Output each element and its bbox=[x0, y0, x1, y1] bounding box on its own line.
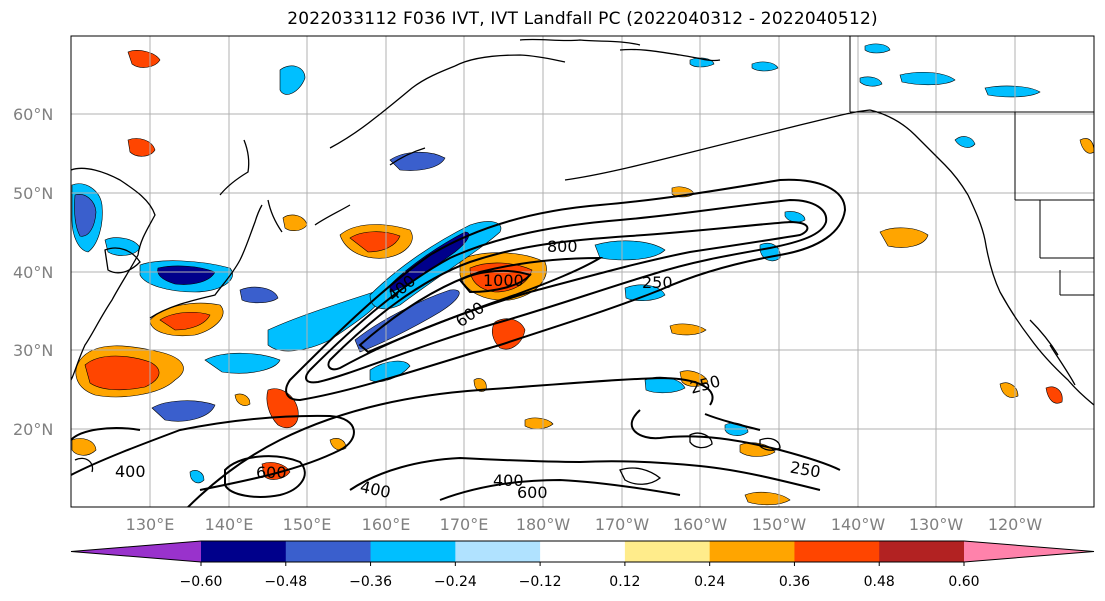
lat-label: 50°N bbox=[13, 184, 53, 203]
contour-label: 600 bbox=[256, 463, 287, 482]
lat-label: 30°N bbox=[13, 341, 53, 360]
colorbar-tick-label: −0.24 bbox=[434, 574, 477, 590]
pc-positive-shading bbox=[71, 50, 1094, 506]
colorbar-segment bbox=[455, 541, 541, 562]
lon-label: 170°E bbox=[440, 515, 489, 530]
lon-label: 160°E bbox=[362, 515, 411, 530]
colorbar-segment bbox=[879, 541, 965, 562]
contour-label: 400 bbox=[493, 471, 524, 490]
lon-label: 140°W bbox=[831, 515, 886, 530]
contour-label: 800 bbox=[547, 237, 578, 256]
colorbar-tick-label: −0.12 bbox=[519, 574, 562, 590]
colorbar-ticks: −0.60 −0.48 −0.36 −0.24 −0.12 0.12 0.24 0.36 0.4… bbox=[180, 562, 980, 590]
colorbar-outline bbox=[70, 540, 1095, 563]
map-panel: 800 1000 600 400 250 250 250 400 600 400… bbox=[13, 35, 1095, 530]
contour-label: 600 bbox=[517, 483, 548, 502]
contour-label: 250 bbox=[642, 273, 673, 292]
colorbar-tick-label: 0.12 bbox=[609, 574, 640, 590]
colorbar-tick-label: −0.48 bbox=[264, 574, 307, 590]
lat-label: 60°N bbox=[13, 105, 53, 124]
lon-label: 160°W bbox=[673, 515, 728, 530]
lon-label: 130°W bbox=[909, 515, 964, 530]
colorbar-tick-label: 0.60 bbox=[948, 574, 979, 590]
lat-label: 40°N bbox=[13, 263, 53, 282]
lon-label: 180°W bbox=[516, 515, 571, 530]
contour-label: 400 bbox=[115, 462, 146, 481]
graticule bbox=[71, 36, 1094, 507]
latitude-labels: 60°N 50°N 40°N 30°N 20°N bbox=[13, 105, 53, 439]
colorbar-tick-label: 0.24 bbox=[694, 574, 725, 590]
colorbar-tick-label: −0.60 bbox=[180, 574, 223, 590]
lon-label: 140°E bbox=[205, 515, 254, 530]
ivt-contours bbox=[71, 178, 847, 507]
lat-label: 20°N bbox=[13, 420, 53, 439]
contour-label: 1000 bbox=[483, 271, 524, 290]
colorbar-segment bbox=[709, 541, 795, 562]
colorbar-tick-label: 0.48 bbox=[864, 574, 895, 590]
map-frame bbox=[70, 35, 1095, 508]
colorbar-segment bbox=[540, 541, 626, 562]
lon-label: 150°E bbox=[283, 515, 332, 530]
colorbar-segment bbox=[370, 541, 456, 562]
lon-label: 120°W bbox=[988, 515, 1043, 530]
colorbar-segment bbox=[285, 541, 372, 562]
colorbar-segment bbox=[794, 541, 880, 562]
political-borders bbox=[849, 36, 1094, 296]
coastlines bbox=[71, 38, 1094, 485]
lon-label: 150°W bbox=[752, 515, 807, 530]
colorbar-tick-label: 0.36 bbox=[779, 574, 810, 590]
colorbar-segment bbox=[624, 541, 711, 562]
colorbar-extend-high bbox=[964, 541, 1094, 562]
lon-label: 170°W bbox=[595, 515, 650, 530]
colorbar-segments bbox=[70, 540, 1095, 563]
colorbar-extend-low bbox=[71, 541, 201, 562]
lon-label: 130°E bbox=[126, 515, 175, 530]
longitude-labels: 130°E 140°E 150°E 160°E 170°E 180°W 170°… bbox=[126, 515, 1043, 530]
colorbar-tick-label: −0.36 bbox=[349, 574, 392, 590]
map-title: 2022033112 F036 IVT, IVT Landfall PC (20… bbox=[287, 9, 878, 29]
colorbar-segment bbox=[201, 541, 287, 562]
